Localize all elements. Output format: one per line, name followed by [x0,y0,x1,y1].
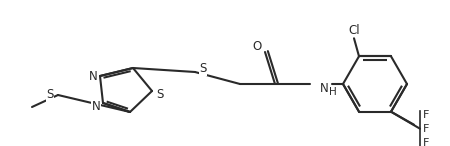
Text: S: S [46,88,54,101]
Text: N: N [89,69,97,82]
Text: S: S [156,88,164,101]
Text: N: N [320,81,329,94]
Text: F: F [423,124,429,134]
Text: S: S [199,62,207,75]
Text: N: N [92,100,100,113]
Text: H: H [329,87,337,97]
Text: F: F [423,138,429,146]
Text: F: F [423,110,429,120]
Text: Cl: Cl [348,24,360,37]
Text: O: O [252,40,261,53]
